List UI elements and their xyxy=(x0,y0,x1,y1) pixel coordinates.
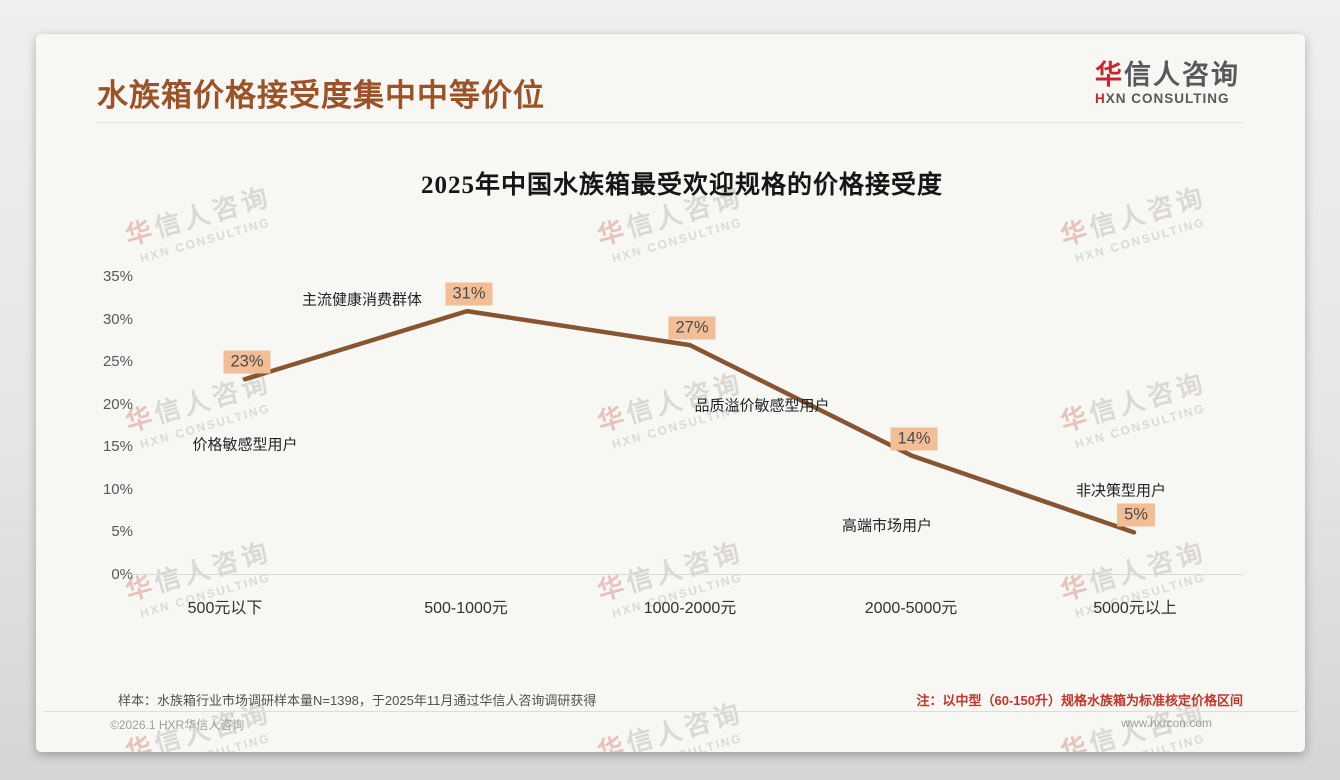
website-url: www.hxrcon.com xyxy=(1121,716,1212,730)
segment-annotation: 非决策型用户 xyxy=(1075,482,1167,500)
data-value-label: 27% xyxy=(668,316,716,340)
segment-annotation: 品质溢价敏感型用户 xyxy=(694,397,830,415)
data-value-label: 31% xyxy=(445,282,493,306)
data-value-label: 14% xyxy=(890,427,938,451)
footer-divider xyxy=(44,711,1298,712)
y-tick-label: 25% xyxy=(102,353,133,371)
brand-logo-chinese: 华信人咨询 xyxy=(1095,60,1240,90)
x-category-label: 500-1000元 xyxy=(424,600,508,617)
segment-annotation: 主流健康消费群体 xyxy=(301,291,423,309)
sample-note: 样本：水族箱行业市场调研样本量N=1398，于2025年11月通过华信人咨询调研… xyxy=(118,693,597,708)
brand-logo: 华信人咨询 HXN CONSULTING xyxy=(1095,59,1240,106)
brand-logo-english: HXN CONSULTING xyxy=(1095,91,1230,106)
x-category-label: 500元以下 xyxy=(187,600,263,617)
chart-title: 2025年中国水族箱最受欢迎规格的价格接受度 xyxy=(420,172,943,199)
x-axis-line xyxy=(128,574,1243,575)
y-tick-label: 0% xyxy=(111,566,133,583)
segment-annotation: 高端市场用户 xyxy=(841,517,933,535)
y-tick-label: 10% xyxy=(102,480,133,498)
y-tick-label: 20% xyxy=(102,395,133,413)
segment-annotation: 价格敏感型用户 xyxy=(192,436,298,454)
page-title: 水族箱价格接受度集中中等价位 xyxy=(97,78,545,113)
x-category-label: 1000-2000元 xyxy=(643,600,737,617)
y-tick-label: 35% xyxy=(102,268,133,285)
y-tick-label: 30% xyxy=(102,310,133,328)
header-divider xyxy=(97,122,1243,123)
x-category-label: 5000元以上 xyxy=(1093,600,1177,617)
copyright-text: ©2026.1 HXR华信人咨询 xyxy=(110,718,245,732)
data-value-label: 5% xyxy=(1117,503,1155,527)
method-note: 注：以中型（60-150升）规格水族箱为标准核定价格区间 xyxy=(916,693,1243,708)
y-tick-label: 5% xyxy=(111,523,133,541)
data-value-label: 23% xyxy=(223,350,271,374)
x-category-label: 2000-5000元 xyxy=(864,600,958,617)
y-tick-label: 15% xyxy=(102,438,133,456)
